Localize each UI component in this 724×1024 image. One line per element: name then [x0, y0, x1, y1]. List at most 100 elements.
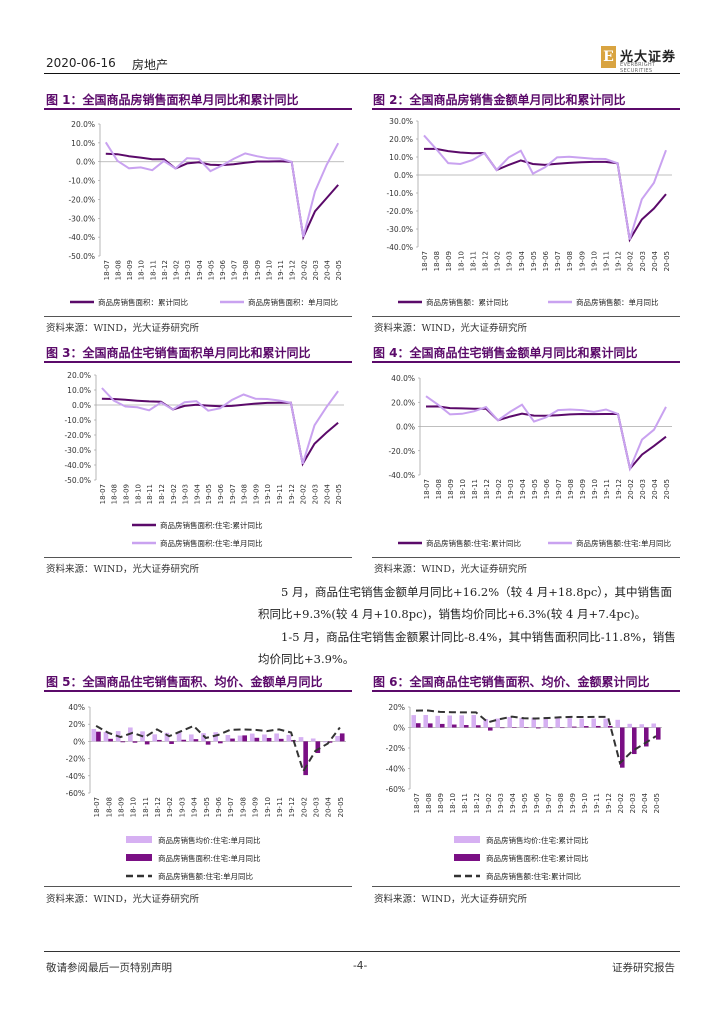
y-tick-label: -10.0%: [386, 189, 413, 198]
x-tick-label: 18-08: [105, 797, 113, 817]
fig6-source-rule: [372, 886, 680, 887]
area-bar: [266, 737, 272, 742]
x-tick-label: 18-07: [413, 793, 421, 813]
x-tick-label: 18-10: [459, 479, 467, 499]
monthly-yoy-line: [425, 395, 667, 472]
x-tick-label: 19-11: [276, 484, 284, 504]
y-tick-label: 20.0%: [391, 398, 415, 407]
x-tick-label: 19-08: [567, 479, 575, 499]
x-tick-label: 20-04: [324, 259, 332, 280]
x-tick-label: 20-04: [323, 483, 331, 504]
x-tick-label: 19-05: [203, 797, 211, 817]
area-bar: [278, 738, 284, 742]
area-bar: [572, 726, 577, 728]
price-bar: [639, 724, 644, 728]
y-tick-label: 0%: [393, 724, 405, 733]
cumulative-yoy-line: [424, 147, 667, 243]
fig3-title-rule: [44, 361, 352, 363]
y-tick-label: 0%: [73, 737, 85, 746]
area-bar: [632, 727, 637, 755]
price-bar: [567, 718, 572, 728]
area-bar: [428, 723, 433, 728]
x-tick-label: 19-12: [605, 793, 613, 813]
x-tick-label: 19-02: [170, 484, 178, 504]
x-tick-label: 20-04: [325, 796, 333, 817]
area-bar: [315, 741, 321, 754]
price-bar: [471, 714, 476, 728]
x-tick-label: 18-09: [445, 251, 453, 271]
x-tick-label: 20-05: [653, 793, 661, 813]
price-bar: [249, 733, 255, 742]
area-bar: [548, 727, 553, 729]
y-tick-label: -40%: [386, 765, 405, 774]
price-bar: [447, 715, 452, 728]
area-bar: [488, 727, 493, 731]
y-tick-label: -10.0%: [64, 416, 91, 425]
x-tick-label: 18-11: [146, 484, 154, 504]
area-bar: [500, 727, 505, 729]
y-tick-label: -30.0%: [386, 225, 413, 234]
x-tick-label: 18-10: [449, 793, 457, 813]
x-tick-label: 20-02: [627, 251, 635, 271]
x-tick-label: 20-03: [639, 479, 647, 499]
legend-label: 商品房销售均价:住宅:累计同比: [486, 835, 589, 845]
y-tick-label: 0.0%: [72, 401, 91, 410]
x-tick-label: 18-07: [93, 797, 101, 817]
fig1-title-rule: [44, 108, 352, 110]
x-tick-label: 19-10: [590, 251, 598, 271]
legend-label: 商品房销售面积:住宅:累计同比: [486, 853, 589, 863]
sales-amount-line: [95, 724, 341, 774]
fig4-source: 资料来源：WIND，光大证券研究所: [374, 564, 527, 575]
legend-label: 商品房销售面积：累计同比: [98, 297, 188, 307]
footer-divider: [44, 951, 680, 952]
y-tick-label: -20.0%: [68, 195, 95, 204]
price-bar: [91, 728, 97, 742]
x-tick-label: 18-11: [471, 479, 479, 499]
x-tick-label: 19-07: [229, 484, 237, 504]
y-tick-label: 40%: [68, 703, 85, 712]
x-tick-label: 19-03: [182, 484, 190, 504]
x-tick-label: 19-06: [542, 250, 550, 271]
y-tick-label: -60%: [66, 789, 85, 798]
x-tick-label: 18-11: [461, 793, 469, 813]
x-tick-label: 18-12: [161, 260, 169, 280]
fig5-source: 资料来源：WIND，光大证券研究所: [46, 894, 199, 905]
x-tick-label: 19-11: [602, 251, 610, 271]
y-tick-label: 10.0%: [389, 153, 413, 162]
y-tick-label: 20.0%: [389, 135, 413, 144]
area-bar: [132, 741, 138, 743]
area-bar: [157, 739, 162, 742]
fig3-title: 图 3：全国商品住宅销售面积单月同比和累计同比: [46, 346, 311, 360]
y-tick-label: -20.0%: [388, 447, 415, 456]
x-tick-label: 18-08: [433, 251, 441, 271]
price-bar: [591, 718, 596, 728]
area-bar: [169, 741, 174, 744]
x-tick-label: 20-05: [337, 797, 345, 817]
fig2-source: 资料来源：WIND，光大证券研究所: [374, 323, 527, 334]
x-tick-label: 20-05: [335, 484, 343, 504]
x-tick-label: 18-09: [126, 260, 134, 280]
y-tick-label: 0.0%: [394, 171, 413, 180]
fig4-title: 图 4：全国商品住宅销售金额单月同比和累计同比: [373, 346, 638, 360]
area-bar: [327, 741, 333, 743]
legend-swatch: [454, 836, 480, 843]
x-tick-label: 19-07: [554, 251, 562, 271]
price-bar: [225, 735, 231, 742]
y-tick-label: 40.0%: [391, 374, 415, 383]
x-tick-label: 19-07: [555, 479, 563, 499]
y-tick-label: 10.0%: [71, 139, 95, 148]
x-tick-label: 19-02: [166, 797, 174, 817]
price-bar: [507, 717, 512, 728]
x-tick-label: 18-12: [483, 479, 491, 499]
x-tick-label: 19-09: [579, 479, 587, 499]
price-bar: [579, 718, 584, 728]
monthly-yoy-line: [101, 387, 339, 465]
area-bar: [452, 724, 457, 728]
price-bar: [298, 737, 304, 742]
x-tick-label: 20-03: [312, 260, 320, 280]
x-tick-label: 19-11: [276, 797, 284, 817]
x-tick-label: 19-04: [509, 792, 517, 813]
x-tick-label: 19-08: [242, 260, 250, 280]
price-bar: [411, 715, 416, 728]
x-tick-label: 19-02: [485, 793, 493, 813]
